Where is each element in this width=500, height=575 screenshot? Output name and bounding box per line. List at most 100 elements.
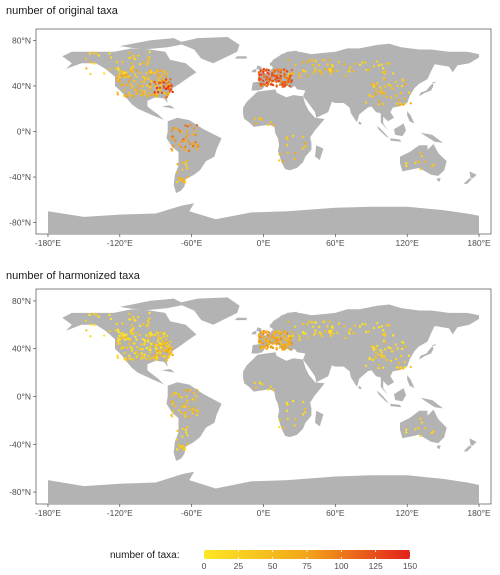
site-point <box>275 84 278 87</box>
site-point <box>260 347 263 350</box>
site-point <box>166 334 169 338</box>
site-point <box>279 75 283 78</box>
site-point <box>93 62 96 65</box>
site-point <box>374 351 378 354</box>
site-point <box>314 331 317 335</box>
site-point <box>184 428 187 431</box>
site-point <box>399 355 403 358</box>
landmass <box>394 123 406 137</box>
site-point <box>159 89 162 92</box>
site-point <box>156 73 160 77</box>
site-point <box>181 427 184 431</box>
site-point <box>135 350 138 354</box>
landmass <box>177 297 240 325</box>
site-point <box>130 86 134 90</box>
site-point <box>142 323 145 326</box>
site-point <box>163 349 166 352</box>
site-point <box>146 319 150 322</box>
site-point <box>365 68 368 72</box>
site-point <box>273 330 276 333</box>
site-point <box>417 426 420 430</box>
legend-tick-label: 100 <box>334 561 348 571</box>
site-point <box>149 351 152 354</box>
site-point <box>145 94 149 98</box>
site-point <box>165 350 168 354</box>
site-point <box>158 349 162 352</box>
landmass <box>390 403 402 408</box>
site-point <box>156 352 159 355</box>
site-point <box>170 394 173 398</box>
site-point <box>430 431 434 435</box>
landmass <box>243 352 325 438</box>
site-point <box>280 343 283 346</box>
site-point <box>171 400 175 403</box>
site-point <box>322 59 326 62</box>
site-point <box>271 73 275 76</box>
site-point <box>265 84 268 88</box>
landmass <box>166 382 222 461</box>
site-point <box>394 80 397 84</box>
site-point <box>175 180 179 184</box>
site-point <box>364 364 368 368</box>
y-axis: 80°N 40°N 0°N -40°N -80°N <box>9 296 36 497</box>
site-point <box>420 421 424 424</box>
site-point <box>387 346 390 349</box>
x-tick-label: 60°E <box>326 508 345 518</box>
site-point <box>178 130 182 133</box>
site-point <box>108 52 111 55</box>
site-point <box>279 71 282 74</box>
site-point <box>285 332 289 335</box>
x-tick-label: 0°E <box>257 508 271 518</box>
site-point <box>275 76 278 79</box>
site-point <box>380 325 383 328</box>
site-point <box>123 351 126 355</box>
site-point <box>168 353 172 356</box>
site-point <box>388 324 391 327</box>
site-point <box>314 329 317 332</box>
site-point <box>405 428 408 431</box>
site-point <box>177 409 180 412</box>
landmass <box>420 132 444 143</box>
site-point <box>154 356 157 359</box>
site-point <box>381 366 385 369</box>
site-point <box>175 392 178 395</box>
site-point <box>288 84 291 88</box>
site-point <box>262 329 265 333</box>
site-point <box>372 85 376 89</box>
site-point <box>89 335 92 338</box>
site-point <box>125 83 129 87</box>
site-point <box>176 429 179 432</box>
site-point <box>294 152 297 155</box>
site-point <box>271 346 275 350</box>
site-point <box>122 83 125 87</box>
site-point <box>380 90 383 94</box>
site-point <box>103 334 106 337</box>
site-point <box>195 414 199 417</box>
landmass <box>243 89 325 171</box>
site-point <box>380 63 383 66</box>
site-point <box>120 70 123 73</box>
map-panel-harmonized: number of harmonized taxa -180°E -120°E -6… <box>6 270 492 518</box>
site-point <box>89 323 93 326</box>
site-point <box>167 87 171 91</box>
site-point <box>194 133 197 136</box>
site-point <box>164 78 168 81</box>
site-point <box>130 330 133 334</box>
site-point <box>141 90 144 94</box>
site-point <box>284 69 287 73</box>
site-point <box>138 62 142 66</box>
site-point <box>129 318 132 321</box>
landmass <box>419 81 438 97</box>
x-tick-label: 0°E <box>257 238 271 248</box>
site-point <box>402 103 405 107</box>
site-point <box>405 161 408 165</box>
site-point <box>141 353 144 357</box>
site-point <box>124 93 128 96</box>
site-point <box>171 403 174 406</box>
site-point <box>377 103 380 106</box>
site-point <box>352 332 355 335</box>
site-point <box>383 355 386 359</box>
site-point <box>123 336 126 339</box>
site-point <box>271 124 275 127</box>
site-point <box>140 80 143 84</box>
